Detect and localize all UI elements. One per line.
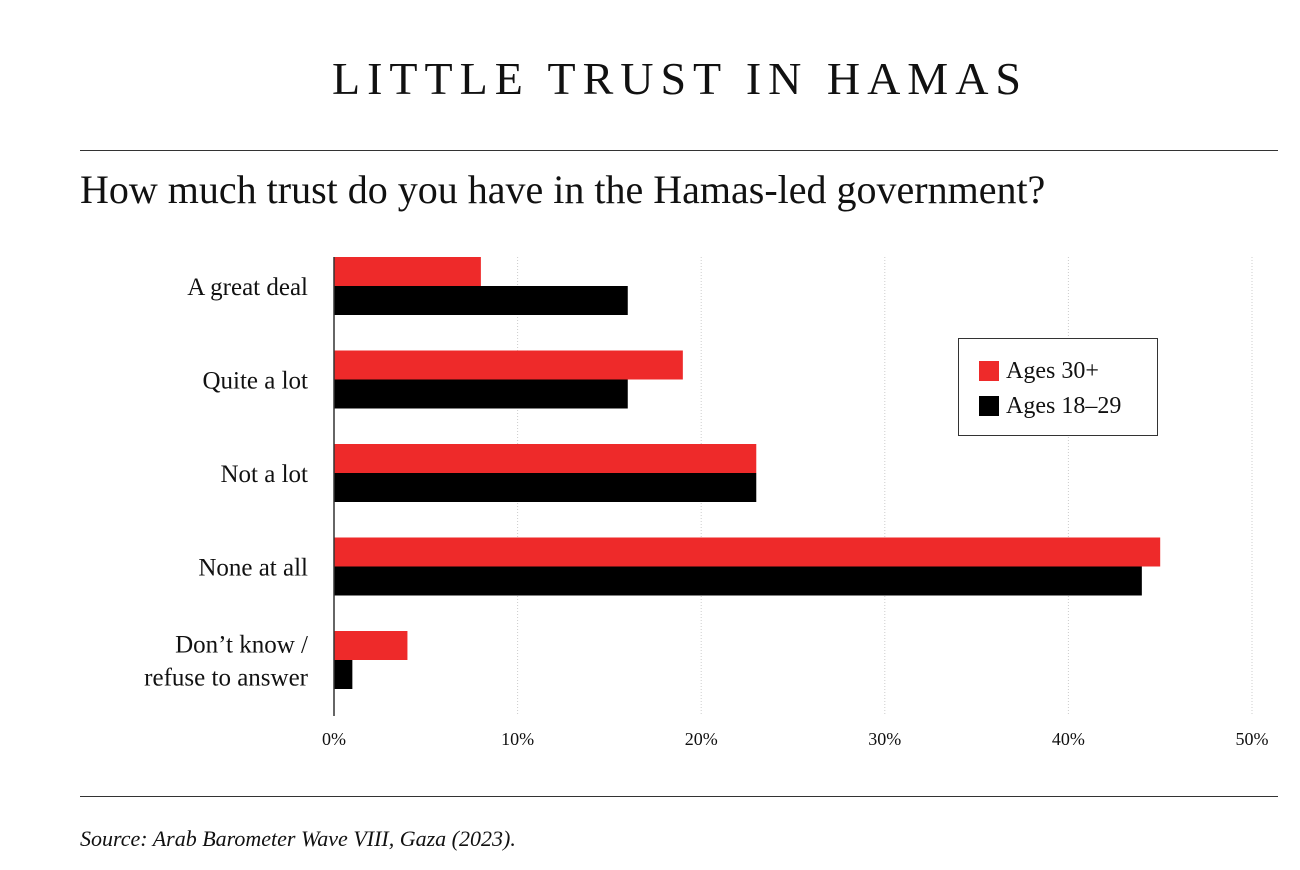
legend-swatch-ages-30-plus [979, 361, 999, 381]
legend-label-ages-30-plus: Ages 30+ [1006, 357, 1099, 384]
bar-ages-18-29 [334, 660, 353, 689]
category-label: Not a lot [221, 461, 309, 488]
top-divider [80, 150, 1278, 151]
category-label: None at all [198, 555, 308, 582]
chart-subtitle: How much trust do you have in the Hamas-… [80, 167, 1046, 212]
bar-ages-18-29 [334, 379, 628, 409]
legend-item-ages-30-plus: Ages 30+ [979, 357, 1099, 385]
legend: Ages 30+ Ages 18–29 [958, 338, 1158, 436]
x-tick-label: 20% [685, 729, 718, 749]
chart-title: LITTLE TRUST IN HAMAS [331, 53, 1028, 104]
category-label: Don’t know / [175, 632, 308, 659]
category-label: refuse to answer [144, 665, 308, 692]
category-label: Quite a lot [202, 368, 308, 395]
legend-item-ages-18-29: Ages 18–29 [979, 392, 1121, 420]
legend-swatch-ages-18-29 [979, 396, 999, 416]
x-tick-label: 10% [501, 729, 534, 749]
bar-ages-18-29 [334, 566, 1142, 596]
bar-ages-18-29 [334, 286, 628, 315]
legend-label-ages-18-29: Ages 18–29 [1006, 392, 1122, 419]
category-label: A great deal [187, 274, 308, 301]
x-tick-label: 50% [1236, 729, 1269, 749]
bar-ages-30-plus [334, 631, 408, 660]
bar-ages-30-plus [334, 537, 1161, 567]
x-tick-label: 0% [322, 729, 346, 749]
bar-ages-30-plus [334, 257, 481, 286]
bottom-divider [80, 796, 1278, 797]
bar-ages-30-plus [334, 444, 757, 473]
source-note: Source: Arab Barometer Wave VIII, Gaza (… [80, 826, 516, 851]
x-tick-label: 30% [868, 729, 901, 749]
bar-ages-18-29 [334, 473, 757, 502]
bar-ages-30-plus [334, 350, 683, 380]
x-tick-label: 40% [1052, 729, 1085, 749]
